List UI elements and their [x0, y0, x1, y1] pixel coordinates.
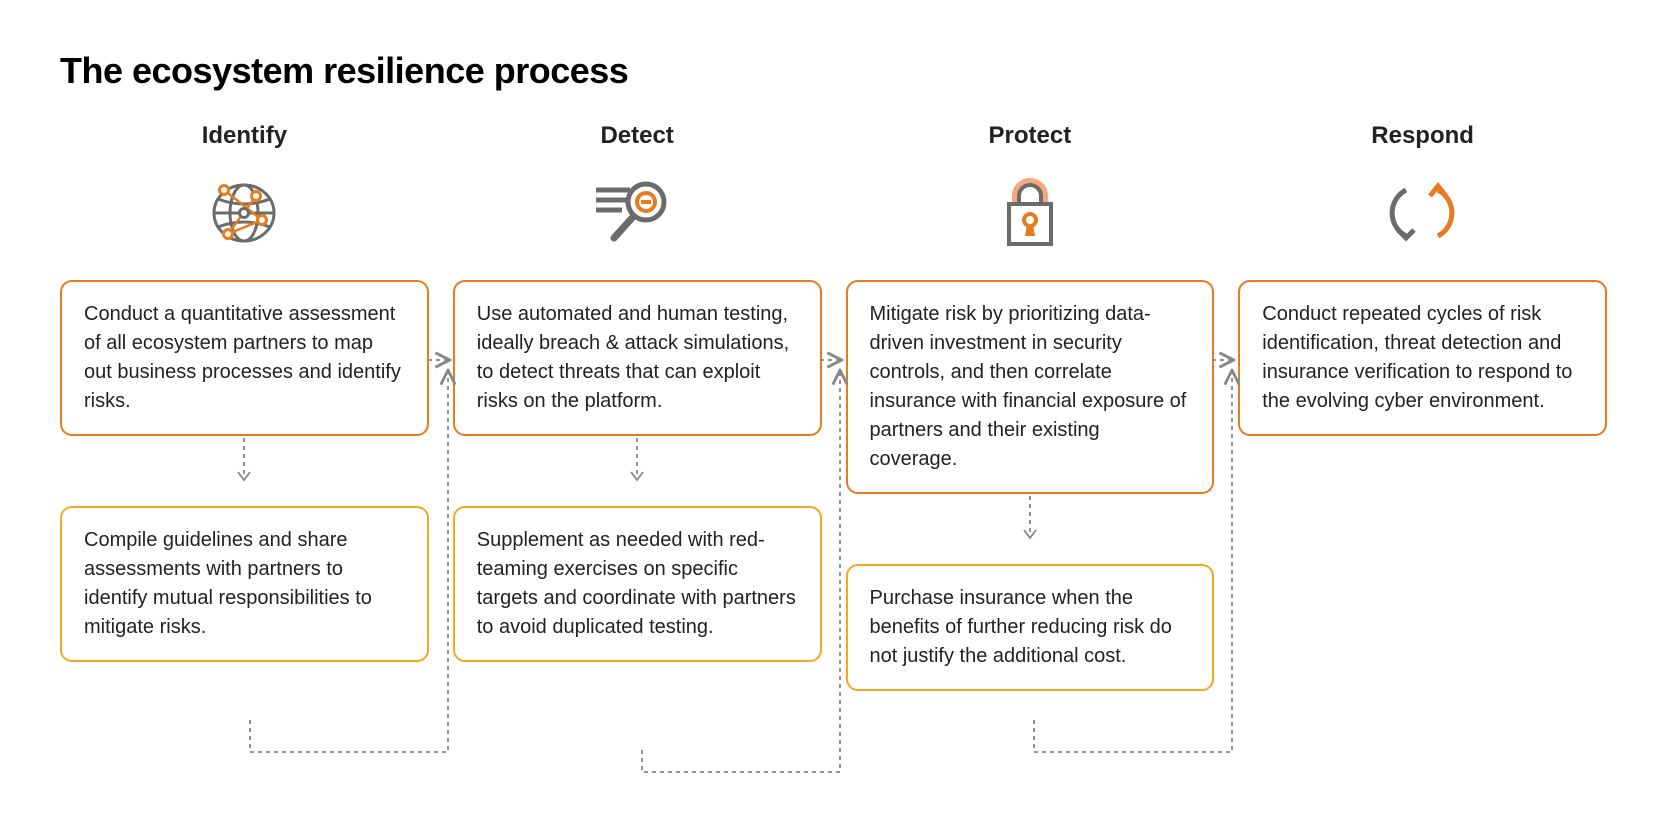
identify-primary-card: Conduct a quantitative assessment of all…	[60, 280, 429, 436]
column-heading: Identify	[202, 122, 287, 150]
card-text: Mitigate risk by prioritizing data-drive…	[870, 303, 1187, 470]
card-text: Compile guidelines and share assessments…	[84, 529, 372, 638]
respond-primary-card: Conduct repeated cycles of risk identifi…	[1238, 280, 1607, 436]
process-columns: Identify C	[60, 122, 1607, 691]
column-identify: Identify C	[60, 122, 429, 691]
column-heading: Protect	[989, 122, 1072, 150]
card-text: Use automated and human testing, ideally…	[477, 303, 789, 412]
card-text: Purchase insurance when the benefits of …	[870, 587, 1172, 667]
detect-secondary-card: Supplement as needed with red-teaming ex…	[453, 506, 822, 662]
column-heading: Respond	[1371, 122, 1474, 150]
protect-primary-card: Mitigate risk by prioritizing data-drive…	[846, 280, 1215, 494]
card-text: Supplement as needed with red-teaming ex…	[477, 529, 796, 638]
card-text: Conduct repeated cycles of risk identifi…	[1262, 303, 1572, 412]
column-respond: Respond Conduct repeated cycles of risk …	[1238, 122, 1607, 691]
globe-network-icon	[204, 168, 284, 258]
identify-secondary-card: Compile guidelines and share assessments…	[60, 506, 429, 662]
card-text: Conduct a quantitative assessment of all…	[84, 303, 401, 412]
cycle-icon	[1384, 168, 1462, 258]
lock-icon	[995, 168, 1065, 258]
detect-primary-card: Use automated and human testing, ideally…	[453, 280, 822, 436]
down-arrow-icon	[627, 436, 647, 484]
down-arrow-icon	[234, 436, 254, 484]
down-arrow-icon	[1020, 494, 1040, 542]
page-root: The ecosystem resilience process Identif…	[0, 0, 1667, 834]
column-detect: Detect Use automated and human testing, …	[453, 122, 822, 691]
page-title: The ecosystem resilience process	[60, 50, 1607, 92]
column-protect: Protect Mitigate risk by prioritizing da…	[846, 122, 1215, 691]
magnifier-icon	[592, 168, 682, 258]
column-heading: Detect	[600, 122, 673, 150]
protect-secondary-card: Purchase insurance when the benefits of …	[846, 564, 1215, 691]
